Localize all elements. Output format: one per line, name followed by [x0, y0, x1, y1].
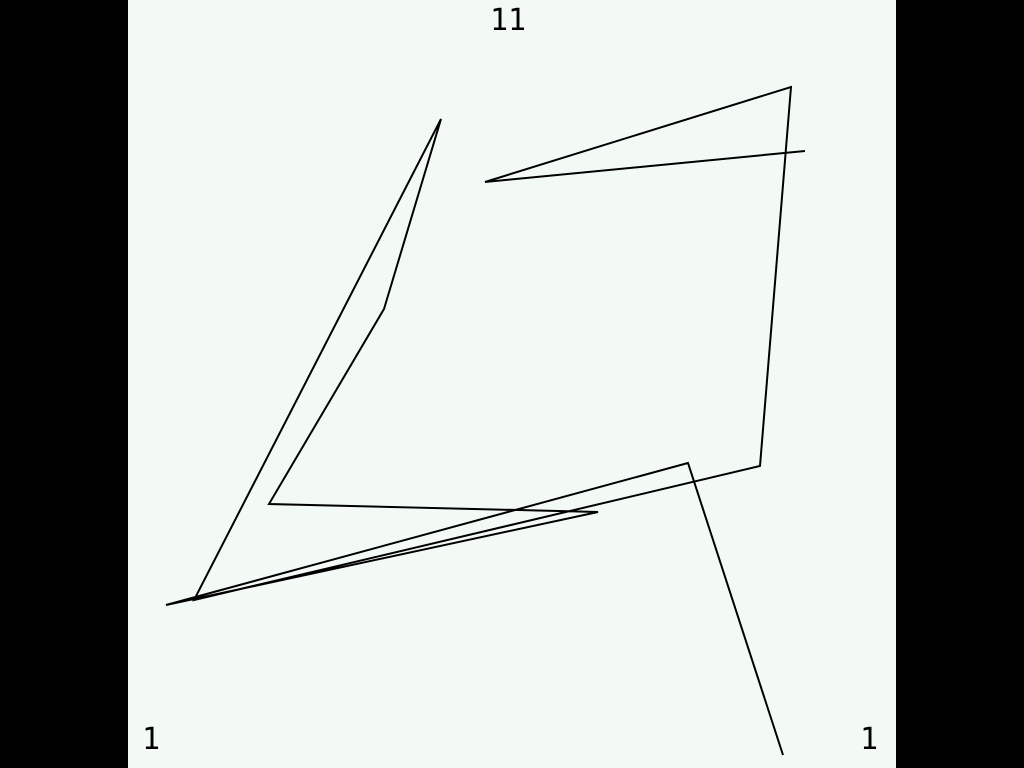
play-area[interactable]: 11 1 1 [128, 0, 896, 768]
drawn-path [165, 85, 806, 756]
top-counter: 11 [490, 3, 527, 38]
bottom-right-counter: 1 [860, 722, 879, 757]
bottom-left-counter: 1 [142, 722, 161, 757]
letterbox-left [0, 0, 128, 768]
line-drawing [165, 85, 806, 756]
letterbox-right [896, 0, 1024, 768]
